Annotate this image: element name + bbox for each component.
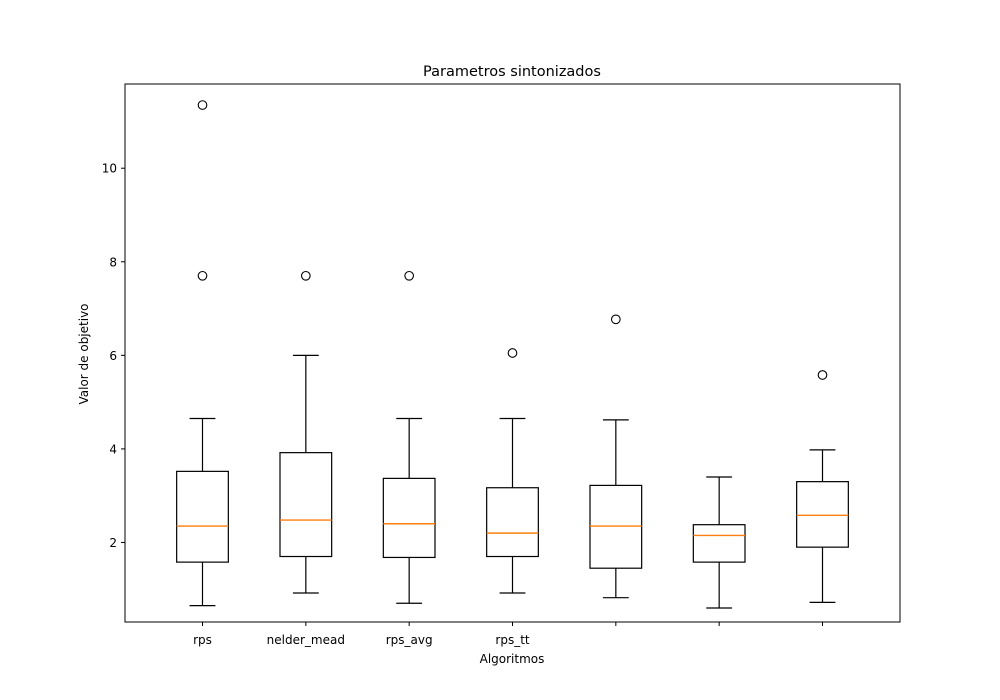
chart-title: Parametros sintonizados — [423, 64, 601, 80]
y-tick-label: 8 — [109, 255, 117, 269]
outlier-point — [404, 270, 415, 281]
box — [589, 484, 643, 569]
x-tick-label: nelder_mead — [267, 633, 345, 647]
y-tick-label: 4 — [109, 442, 117, 456]
outlier-point — [817, 370, 828, 380]
box — [176, 470, 229, 563]
y-tick-label: 2 — [109, 536, 117, 550]
x-axis-label: Algoritmos — [480, 652, 545, 666]
outlier-point — [197, 270, 208, 281]
outlier-point — [197, 100, 208, 110]
outlier-point — [610, 314, 621, 325]
x-tick-label: rps_tt — [495, 633, 530, 647]
box — [692, 524, 746, 563]
plot-area: rps nelder_mead rps_avg rps_tt 2 4 6 8 10 — [102, 83, 901, 647]
y-tick-label: 10 — [102, 162, 117, 176]
y-tick-label: 6 — [109, 349, 117, 363]
outlier-point — [507, 348, 518, 358]
x-tick-label: rps_avg — [386, 633, 433, 647]
box — [486, 487, 539, 558]
box — [796, 481, 849, 548]
x-tick-label: rps — [193, 633, 212, 647]
box — [382, 477, 436, 559]
y-axis-label: Valor de objetivo — [77, 303, 91, 404]
box — [279, 452, 333, 558]
outlier-point — [300, 270, 311, 281]
plot-frame — [124, 83, 901, 623]
